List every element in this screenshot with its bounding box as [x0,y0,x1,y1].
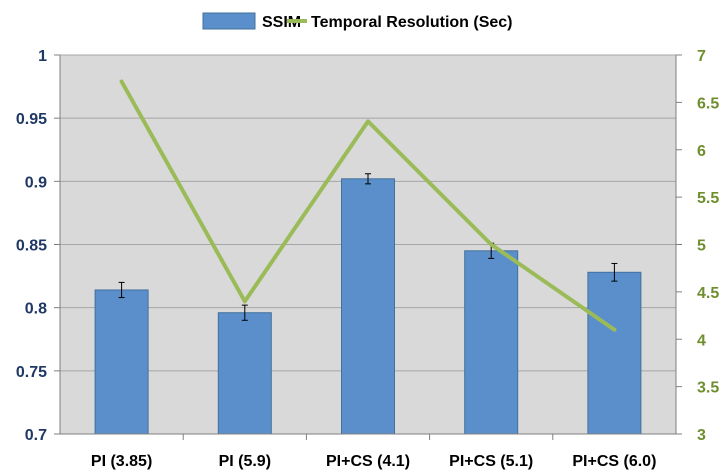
right-tick-label: 7 [697,48,706,65]
x-axis-ticks: PI (3.85) PI (5.9) PI+CS (4.1) PI+CS (5.1) P… [91,453,656,470]
bar [587,271,642,435]
right-axis-ticks: 3 3.5 4 4.5 5 5.5 6 6.5 7 [697,48,719,444]
legend: SSIM Temporal Resolution (Sec) [202,12,513,31]
bars [94,178,642,435]
bar [217,312,272,435]
legend-label-ssim: SSIM [262,14,301,31]
left-tick-label: 0.95 [16,111,47,128]
right-tick-label: 5 [697,238,706,255]
legend-label-temporal: Temporal Resolution (Sec) [311,14,513,31]
x-tick-label: PI+CS (6.0) [572,453,656,470]
x-tick-label: PI+CS (5.1) [449,453,533,470]
left-tick-label: 1 [38,48,47,65]
bar [341,178,395,435]
line-series [119,79,617,332]
right-tick-label: 3.5 [697,380,719,397]
x-tick-label: PI (5.9) [219,453,271,470]
bar [464,250,519,435]
right-tick-label: 6.5 [697,95,719,112]
right-tick-label: 6 [697,143,706,160]
left-tick-label: 0.75 [16,364,47,381]
right-tick-label: 4.5 [697,285,719,302]
bar [94,289,149,435]
left-tick-label: 0.8 [25,301,47,318]
right-tick-label: 5.5 [697,190,719,207]
legend-bar-swatch [202,12,256,30]
axes [54,54,682,440]
x-tick-label: PI+CS (4.1) [326,453,410,470]
left-tick-label: 0.7 [25,427,47,444]
x-tick-label: PI (3.85) [91,453,152,470]
left-tick-label: 0.85 [16,238,47,255]
right-tick-label: 3 [697,427,706,444]
right-tick-label: 4 [697,332,706,349]
left-tick-label: 0.9 [25,174,47,191]
left-axis-ticks: 0.7 0.75 0.8 0.85 0.9 0.95 1 [16,48,47,444]
